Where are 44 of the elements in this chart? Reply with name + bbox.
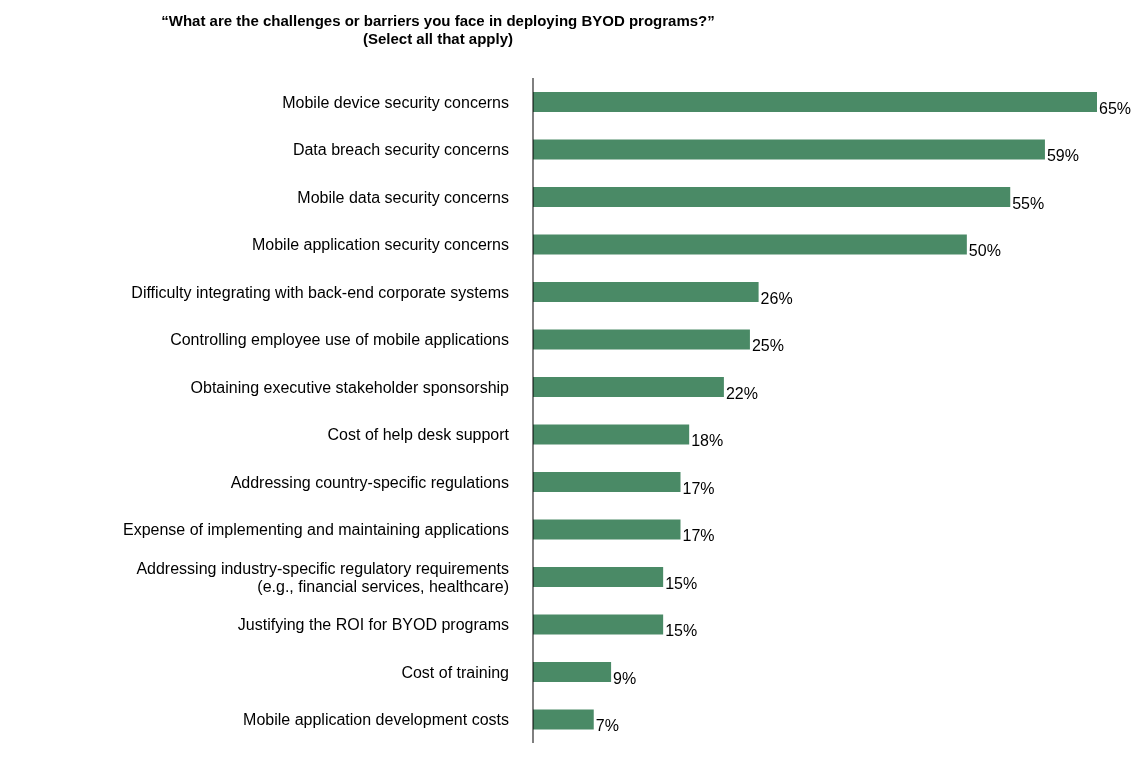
- data-label: 26%: [760, 289, 793, 307]
- data-label: 18%: [691, 432, 724, 450]
- data-label: 65%: [1099, 99, 1132, 117]
- chart-title: “What are the challenges or barriers you face in deploying BYOD programs?”: [160, 12, 716, 30]
- bar: [533, 662, 612, 682]
- bar: [533, 329, 750, 350]
- data-label: 17%: [682, 479, 715, 497]
- y-tick-label: Controlling employee use of mobile applications: [170, 330, 509, 348]
- y-tick-label: Cost of help desk support: [327, 425, 510, 443]
- bar: [533, 139, 1045, 160]
- y-tick-label: Addressing country-specific regulations: [230, 473, 509, 491]
- bar: [533, 282, 759, 302]
- bar: [533, 472, 681, 492]
- y-tick-label: Difficulty integrating with back-end corporate systems: [131, 283, 509, 301]
- y-tick-label: Mobile data security concerns: [297, 188, 509, 206]
- y-tick-label: Mobile device security concerns: [282, 93, 509, 111]
- chart-subtitle: (Select all that apply): [361, 30, 514, 48]
- data-label: 15%: [665, 622, 698, 640]
- bar: [533, 614, 664, 635]
- bar: [533, 424, 690, 445]
- y-tick-label: Mobile application security concerns: [251, 235, 509, 253]
- y-tick-label: Expense of implementing and maintaining applications: [122, 520, 509, 538]
- y-tick-label: Data breach security concerns: [292, 140, 509, 158]
- bar: [533, 187, 1011, 207]
- data-label: 22%: [725, 384, 758, 402]
- y-tick-label: Justifying the ROI for BYOD programs: [237, 615, 509, 633]
- data-label: 50%: [968, 242, 1001, 260]
- y-tick-label: Mobile application development costs: [243, 710, 509, 728]
- data-label: 25%: [751, 337, 784, 355]
- bar: [533, 377, 724, 397]
- data-label: 9%: [613, 669, 637, 687]
- bar: [533, 567, 664, 587]
- y-tick-label: Cost of training: [401, 663, 509, 681]
- data-label: 59%: [1046, 147, 1079, 165]
- bar: [533, 92, 1097, 112]
- bar: [533, 519, 681, 540]
- y-tick-label: Addressing industry-specific regulatory requirements (e.g., financial services, healthcare): [136, 559, 509, 595]
- data-label: 17%: [682, 527, 715, 545]
- bar: [533, 709, 594, 730]
- y-tick-label: Obtaining executive stakeholder sponsorship: [190, 378, 510, 396]
- data-label: 7%: [595, 717, 619, 735]
- bar: [533, 234, 967, 255]
- data-label: 55%: [1012, 194, 1045, 212]
- data-label: 15%: [665, 574, 698, 592]
